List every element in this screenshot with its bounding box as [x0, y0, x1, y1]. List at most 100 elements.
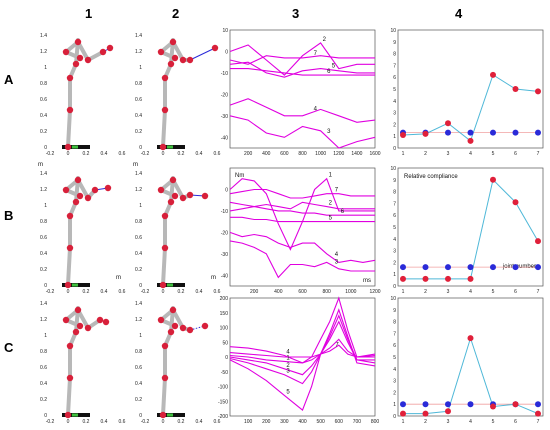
column-header-2: 2: [172, 6, 179, 21]
series-label: 7: [335, 343, 339, 349]
x-tick-label: 400: [298, 419, 307, 425]
joint-dot-icon: [186, 326, 194, 334]
x-tick-label: 1200: [369, 289, 380, 295]
y-tick-label: 0.2: [40, 397, 47, 403]
skeleton-bone: [76, 40, 90, 62]
column-header-1: 1: [85, 6, 92, 21]
torque-curve-5: [229, 308, 376, 412]
torque-curve-7: [229, 55, 375, 65]
x-tick-label: 6: [514, 419, 517, 425]
torque-curve-4: [229, 231, 376, 263]
x-tick-label: 0.2: [178, 151, 185, 157]
x-tick-label: 400: [262, 151, 271, 157]
x-tick-label: 4: [469, 151, 472, 157]
red-dot-icon: [445, 120, 451, 127]
torque-curve-5: [229, 61, 375, 78]
x-tick-label: 2: [424, 151, 427, 157]
column-header-3: 3: [292, 6, 299, 21]
joint-dot-icon: [76, 54, 84, 62]
torque-curve-3: [229, 115, 376, 149]
y-tick-label: 7: [393, 201, 396, 207]
series-label: 4: [286, 350, 290, 356]
x-tick-label: 0: [67, 151, 70, 157]
torque-curve-2: [229, 320, 375, 376]
y-tick-label: 3: [393, 111, 396, 117]
joint-dot-icon: [66, 374, 74, 382]
skeleton-bone: [66, 376, 72, 417]
x-tick-label: 0.2: [83, 151, 90, 157]
x-tick-label: 200: [244, 151, 253, 157]
x-tick-label: 0.2: [178, 419, 185, 425]
series-label: 6: [341, 209, 345, 215]
series-label: 3: [286, 369, 290, 375]
y-tick-label: 0: [139, 145, 142, 151]
y-tick-label: 0.4: [40, 251, 47, 257]
y-tick-label: 1.4: [40, 33, 47, 39]
foot-marker: [167, 145, 173, 149]
y-tick-label: 6: [393, 75, 396, 81]
red-dot-icon: [400, 410, 406, 417]
y-tick-label: 1: [393, 272, 396, 278]
y-tick-label: -40: [221, 135, 228, 141]
blue-dot-icon: [490, 129, 496, 136]
x-tick-label: 3: [447, 289, 450, 295]
y-tick-label: 0: [44, 145, 47, 151]
x-tick-label: 0.4: [196, 289, 203, 295]
joint-dot-icon: [72, 328, 80, 336]
y-tick-label: 2: [393, 390, 396, 396]
y-tick-label: 0: [225, 49, 228, 55]
y-tick-label: 1: [139, 333, 142, 339]
joint-dot-icon: [169, 176, 177, 184]
blue-dot-icon: [535, 401, 541, 408]
y-tick-label: 0.4: [135, 251, 142, 257]
joint-dot-icon: [84, 194, 92, 202]
x-tick-label: 500: [316, 419, 325, 425]
x-tick-label: 1: [402, 151, 405, 157]
x-tick-label: 0.4: [101, 289, 108, 295]
joint-dot-icon: [104, 184, 112, 192]
y-tick-label: 10: [390, 296, 396, 302]
stick-figure-panel-a1: 00.20.40.60.811.21.4-0.2 0 0.2 0.4 0.6: [40, 33, 126, 157]
x-tick-label: 0: [67, 419, 70, 425]
torque-curve-7: [229, 344, 376, 358]
y-tick-label: 0: [393, 414, 396, 420]
red-dot-icon: [422, 410, 429, 417]
x-tick-label: 7: [537, 419, 540, 425]
joint-dot-icon: [161, 212, 169, 220]
blue-dot-icon: [467, 264, 474, 271]
joint-dot-icon: [76, 192, 84, 200]
foot-marker: [72, 145, 78, 149]
joint-dot-icon: [66, 244, 74, 252]
blue-dot-icon: [512, 264, 519, 271]
y-tick-label: 1.4: [40, 301, 47, 307]
joint-dot-icon: [161, 374, 169, 382]
y-tick-label: 1: [44, 65, 47, 71]
joint-dot-icon: [167, 60, 175, 68]
blue-dot-icon: [467, 401, 474, 408]
y-tick-label: 9: [393, 178, 396, 184]
y-tick-label: 0.8: [40, 219, 47, 225]
joint-dot-icon: [74, 176, 82, 184]
y-tick-label: 0.6: [135, 365, 142, 371]
x-tick-label: 4: [469, 419, 472, 425]
joint-dot-icon: [159, 411, 167, 419]
y-tick-label: 2: [393, 122, 396, 128]
stick-figure-panel-a2: 00.20.40.60.811.21.4-0.2 0 0.2 0.4 0.6: [135, 33, 221, 157]
y-tick-label: 2: [393, 260, 396, 266]
y-tick-label: 1: [44, 333, 47, 339]
series-label: 4: [314, 107, 318, 113]
joint-dot-icon: [84, 56, 92, 64]
series-label: 3: [335, 260, 339, 266]
torque-chart-b3: 200 400 600 800 1000 1200 0 -10 -20 -30 -40 Nm ms 1 7 2…: [221, 167, 381, 295]
red-dot-icon: [422, 275, 429, 282]
y-tick-label: 0.4: [40, 381, 47, 387]
y-tick-label: 1.2: [40, 187, 47, 193]
y-unit-label: m: [133, 162, 138, 168]
y-tick-label: 0.2: [40, 267, 47, 273]
x-tick-label: 0.4: [196, 151, 203, 157]
joint-dot-icon: [157, 48, 165, 56]
joint-dot-icon: [62, 316, 70, 324]
